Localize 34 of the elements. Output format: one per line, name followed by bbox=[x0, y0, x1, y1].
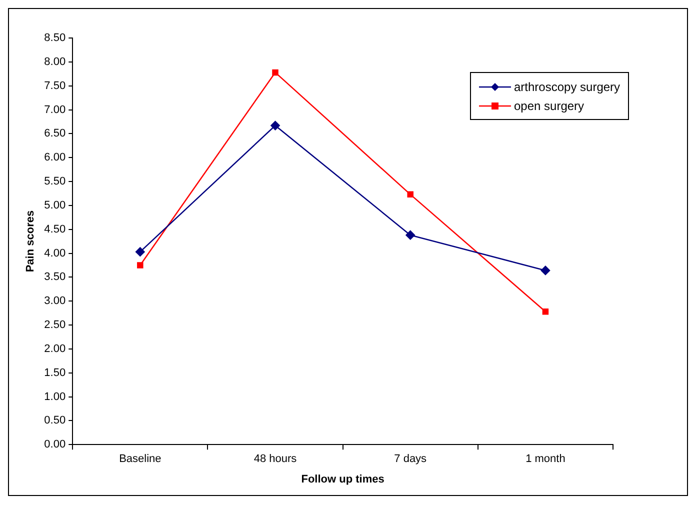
legend-label: arthroscopy surgery bbox=[514, 80, 620, 94]
point bbox=[272, 69, 278, 76]
y-tick-label: 0.50 bbox=[44, 414, 66, 427]
point bbox=[540, 266, 550, 276]
y-tick-label: 3.00 bbox=[44, 295, 66, 308]
y-tick-label: 0.00 bbox=[44, 438, 66, 451]
y-tick-label: 8.00 bbox=[44, 56, 66, 68]
y-tick-label: 4.00 bbox=[44, 247, 66, 260]
point bbox=[137, 262, 144, 268]
y-tick-label: 8.50 bbox=[44, 32, 66, 44]
legend-label: open surgery bbox=[514, 98, 584, 112]
y-tick-label: 1.50 bbox=[44, 366, 66, 379]
y-tick-label: 2.50 bbox=[44, 319, 66, 332]
y-tick-label: 6.50 bbox=[44, 128, 66, 140]
x-tick-label: 48 hours bbox=[254, 453, 298, 466]
point bbox=[270, 120, 280, 130]
x-tick-label: Baseline bbox=[119, 453, 162, 466]
point bbox=[542, 308, 549, 315]
point bbox=[136, 247, 145, 256]
x-tick-label: 1 month bbox=[526, 453, 566, 466]
y-tick-label: 4.50 bbox=[44, 223, 66, 236]
y-axis-title: Pain scores bbox=[24, 210, 37, 272]
x-axis-title: Follow up times bbox=[301, 473, 384, 486]
y-tick-label: 3.50 bbox=[44, 271, 66, 284]
point bbox=[407, 191, 414, 198]
x-tick-label: 7 days bbox=[394, 453, 428, 466]
y-tick-label: 2.00 bbox=[44, 342, 66, 355]
y-tick-label: 5.00 bbox=[44, 199, 66, 212]
y-tick-label: 5.50 bbox=[44, 176, 66, 188]
point bbox=[406, 230, 416, 240]
y-tick-label: 7.00 bbox=[44, 104, 66, 116]
y-tick-label: 7.50 bbox=[44, 80, 66, 92]
y-tick-label: 6.00 bbox=[44, 152, 66, 164]
y-tick-label: 1.00 bbox=[44, 390, 66, 403]
